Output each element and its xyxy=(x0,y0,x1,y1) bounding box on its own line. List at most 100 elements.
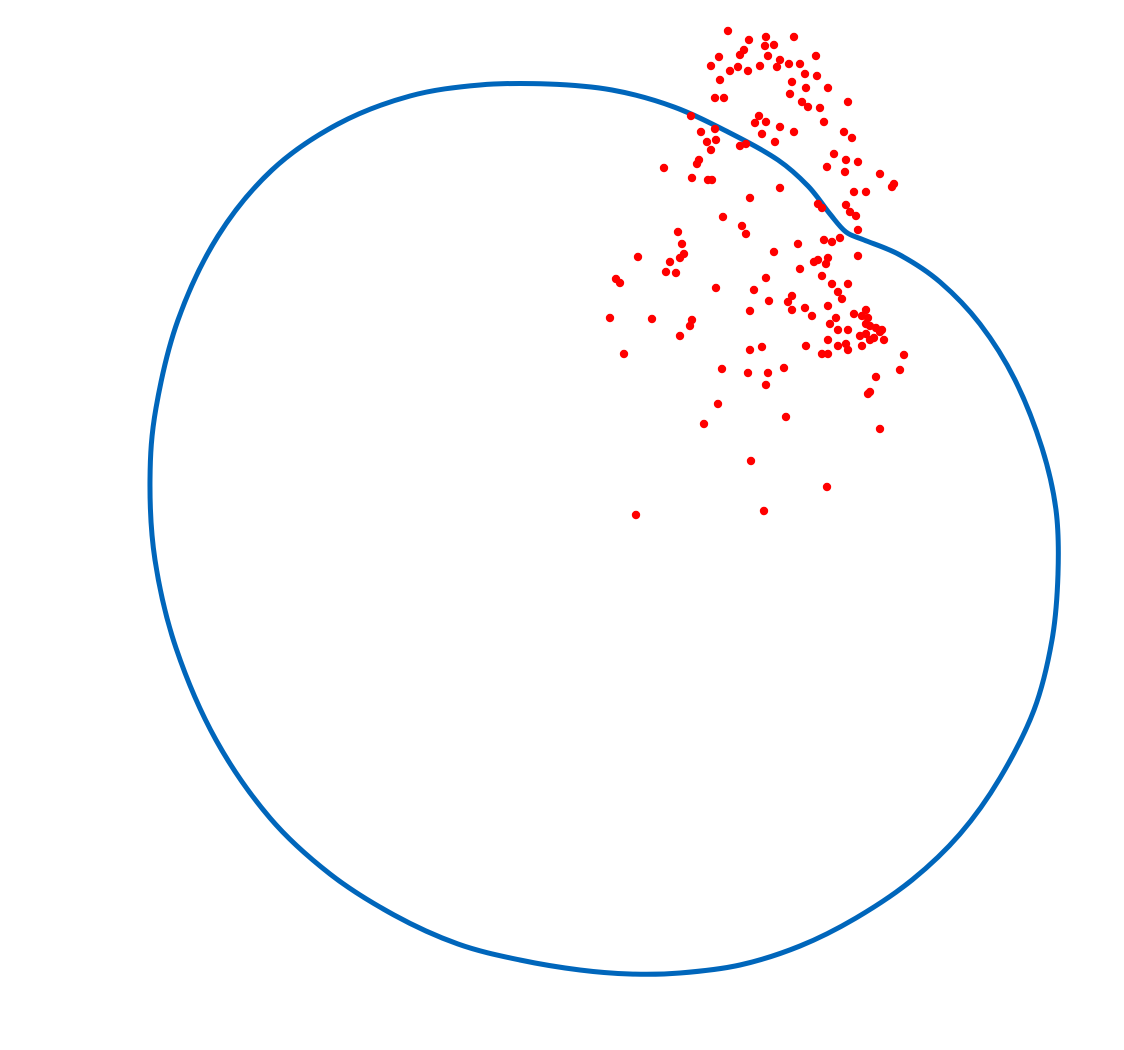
scatter-point-9 xyxy=(763,51,773,61)
scatter-point-8 xyxy=(735,50,745,60)
scatter-point-76 xyxy=(853,225,863,235)
scatter-point-126 xyxy=(833,325,843,335)
scatter-point-96 xyxy=(671,268,681,278)
scatter-point-166 xyxy=(631,510,641,520)
scatter-point-57 xyxy=(822,162,832,172)
scatter-point-164 xyxy=(822,482,832,492)
scatter-point-2 xyxy=(789,32,799,42)
scatter-point-41 xyxy=(710,124,720,134)
scatter-point-55 xyxy=(841,155,851,165)
scatter-point-12 xyxy=(706,61,716,71)
scatter-point-3 xyxy=(744,35,754,45)
scatter-point-43 xyxy=(789,127,799,137)
scatter-point-68 xyxy=(745,193,755,203)
scatter-point-121 xyxy=(831,313,841,323)
scatter-point-56 xyxy=(853,157,863,167)
scatter-point-100 xyxy=(761,273,771,283)
scatter-point-112 xyxy=(800,303,810,313)
scatter-point-75 xyxy=(737,221,747,231)
scatter-point-156 xyxy=(761,380,771,390)
scatter-point-153 xyxy=(763,368,773,378)
scatter-point-70 xyxy=(841,200,851,210)
scatter-point-143 xyxy=(801,341,811,351)
scatter-point-132 xyxy=(861,329,871,339)
scatter-point-50 xyxy=(829,149,839,159)
scatter-point-150 xyxy=(717,364,727,374)
closed-curve-series xyxy=(147,80,1061,977)
scatter-point-163 xyxy=(746,456,756,466)
scatter-point-85 xyxy=(633,252,643,262)
scatter-point-26 xyxy=(710,93,720,103)
scatter-point-4 xyxy=(769,40,779,50)
scatter-point-49 xyxy=(735,141,745,151)
scatter-point-145 xyxy=(757,342,767,352)
scatter-point-142 xyxy=(843,345,853,355)
scatter-point-137 xyxy=(675,331,685,341)
scatter-point-53 xyxy=(692,159,702,169)
scatter-point-124 xyxy=(825,319,835,329)
scatter-point-35 xyxy=(750,118,760,128)
scatter-point-44 xyxy=(847,133,857,143)
scatter-point-28 xyxy=(785,89,795,99)
scatter-point-147 xyxy=(823,349,833,359)
scatter-point-42 xyxy=(757,129,767,139)
scatter-point-25 xyxy=(801,83,811,93)
scatter-point-87 xyxy=(675,253,685,263)
scatter-point-33 xyxy=(686,111,696,121)
scatter-point-151 xyxy=(779,363,789,373)
scatter-point-54 xyxy=(659,163,669,173)
scatter-point-104 xyxy=(827,279,837,289)
scatter-point-158 xyxy=(863,389,873,399)
scatter-point-32 xyxy=(815,103,825,113)
scatter-point-160 xyxy=(781,412,791,422)
scatter-point-144 xyxy=(745,345,755,355)
scatter-point-7 xyxy=(714,52,724,62)
scatter-point-114 xyxy=(861,305,871,315)
scatter-point-155 xyxy=(871,372,881,382)
scatter-point-133 xyxy=(875,327,885,337)
scatter-point-165 xyxy=(759,506,769,516)
scatter-point-93 xyxy=(809,257,819,267)
scatter-point-109 xyxy=(837,294,847,304)
scatter-point-10 xyxy=(775,55,785,65)
scatter-point-73 xyxy=(851,211,861,221)
scatter-point-101 xyxy=(843,279,853,289)
scatter-point-18 xyxy=(743,66,753,76)
scatter-point-72 xyxy=(845,207,855,217)
scatter-point-103 xyxy=(749,285,759,295)
scatter-point-138 xyxy=(823,335,833,345)
scatter-point-24 xyxy=(823,83,833,93)
scatter-point-45 xyxy=(702,137,712,147)
scatter-point-23 xyxy=(787,77,797,87)
scatter-point-117 xyxy=(647,314,657,324)
scatter-point-154 xyxy=(895,365,905,375)
scatter-point-1 xyxy=(761,32,771,42)
scatter-point-78 xyxy=(673,227,683,237)
scatter-point-89 xyxy=(665,257,675,267)
scatter-point-136 xyxy=(865,335,875,345)
scatter-point-115 xyxy=(849,309,859,319)
scatter-point-94 xyxy=(795,264,805,274)
scatter-point-110 xyxy=(745,306,755,316)
scatter-point-113 xyxy=(823,301,833,311)
scatter-point-0 xyxy=(723,26,733,36)
scatter-point-92 xyxy=(821,259,831,269)
scatter-point-62 xyxy=(707,175,717,185)
scatter-point-161 xyxy=(699,419,709,429)
scatter-point-30 xyxy=(803,102,813,112)
scatter-point-88 xyxy=(853,251,863,261)
scatter-point-15 xyxy=(784,59,794,69)
scatter-point-141 xyxy=(857,341,867,351)
scatter-point-149 xyxy=(619,349,629,359)
scatter-point-6 xyxy=(760,41,770,51)
scatter-point-63 xyxy=(775,183,785,193)
scatter-point-152 xyxy=(743,368,753,378)
scatter-point-67 xyxy=(861,187,871,197)
scatter-point-102 xyxy=(711,283,721,293)
scatter-point-48 xyxy=(770,137,780,147)
scatter-point-82 xyxy=(835,233,845,243)
scatter-point-66 xyxy=(849,187,859,197)
scatter-point-21 xyxy=(812,71,822,81)
scatter-point-148 xyxy=(899,350,909,360)
scatter-point-159 xyxy=(713,399,723,409)
